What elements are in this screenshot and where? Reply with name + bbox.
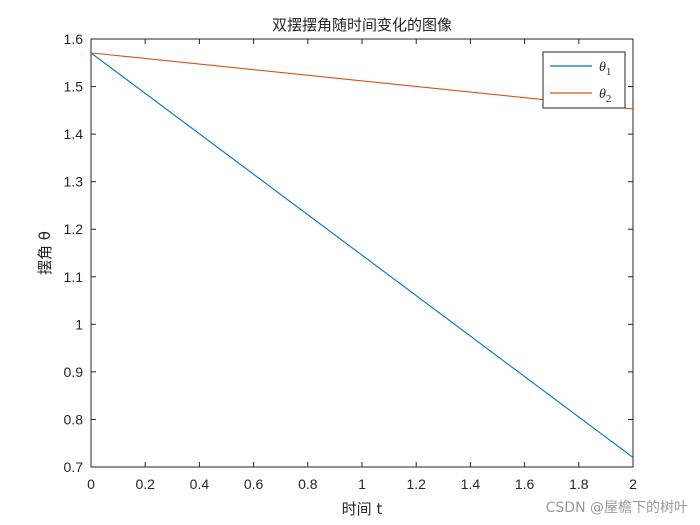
x-tick-label: 0.8 [298,476,318,492]
x-tick-label: 0.2 [135,476,155,492]
y-axis-label: 摆角 θ [36,231,54,275]
x-tick-label: 1.8 [569,476,589,492]
legend: θ1 θ2 [542,51,626,109]
x-axis-label: 时间 t [342,500,383,518]
y-tick-label: 1.1 [64,269,84,285]
x-axis: 0 0.2 0.4 0.6 0.8 1 1.2 1.4 1.6 1.8 2 [87,39,637,492]
y-tick-label: 0.7 [64,459,84,475]
x-tick-label: 1.2 [406,476,426,492]
y-tick-label: 1.3 [64,174,84,190]
y-tick-label: 1.4 [64,126,84,142]
legend-label-theta2: θ2 [599,87,611,105]
x-tick-label: 0.4 [190,476,210,492]
x-tick-label: 0.6 [244,476,264,492]
y-axis: 0.7 0.8 0.9 1 1.1 1.2 1.3 1.4 1.5 1.6 [64,31,633,475]
x-tick-label: 2 [629,476,637,492]
series-line-theta1 [90,52,634,458]
x-tick-label: 1 [358,476,366,492]
x-tick-label: 0 [87,476,95,492]
y-tick-label: 1.2 [64,221,84,237]
x-tick-label: 1.4 [461,476,481,492]
y-tick-label: 0.8 [64,411,84,427]
legend-label-theta1: θ1 [599,60,611,78]
x-tick-label: 1.6 [515,476,535,492]
legend-box [542,51,626,109]
y-tick-label: 1.6 [64,31,84,47]
y-tick-label: 1 [75,316,83,332]
chart-title: 双摆摆角随时间变化的图像 [272,16,452,34]
watermark-text: CSDN @屋檐下的树叶 [546,500,688,516]
y-tick-label: 0.9 [64,364,84,380]
y-tick-label: 1.5 [64,79,84,95]
plot-area [90,38,634,468]
